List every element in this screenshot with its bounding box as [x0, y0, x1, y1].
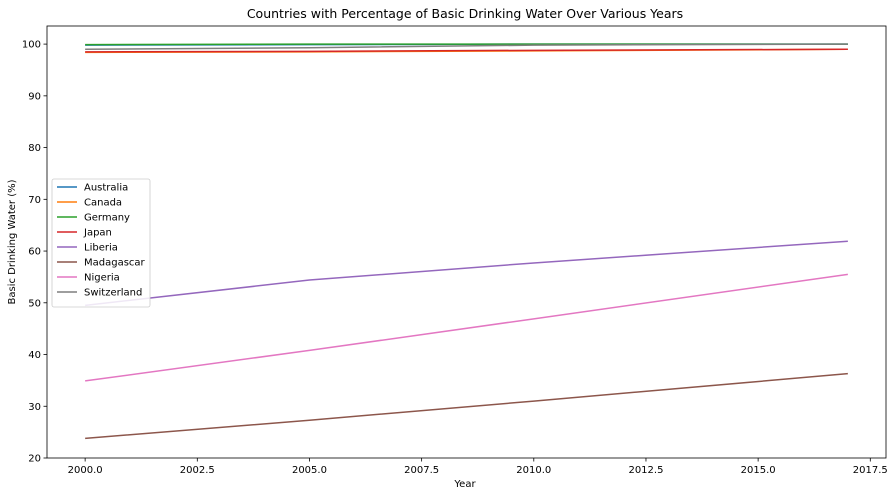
- x-tick-label: 2010.0: [516, 465, 551, 476]
- x-tick-label: 2015.0: [741, 465, 776, 476]
- series-line-madagascar: [85, 372, 848, 440]
- legend-label-liberia: Liberia: [84, 243, 118, 254]
- y-axis-label: Basic Drinking Water (%): [7, 179, 18, 304]
- legend-label-japan: Japan: [83, 228, 112, 239]
- series-line-switzerland: [85, 43, 848, 51]
- legend-box: [51, 178, 151, 308]
- legend-label-canada: Canada: [84, 198, 122, 209]
- x-tick-label: 2012.5: [628, 465, 663, 476]
- legend-label-germany: Germany: [84, 213, 130, 224]
- legend-label-nigeria: Nigeria: [84, 273, 120, 284]
- x-axis-ticks: 2000.0 2002.5 2005.0 2007.5 2010.0 2012.5 2015…: [68, 458, 888, 476]
- y-tick-label: 80: [28, 143, 41, 154]
- series-line-liberia: [85, 240, 848, 307]
- series-lines: [85, 43, 848, 440]
- x-tick-label: 2007.5: [404, 465, 439, 476]
- legend: Australia Canada Germany Japan Liberia Madaga…: [51, 178, 151, 308]
- chart-title: Countries with Percentage of Basic Drink…: [247, 6, 683, 21]
- legend-label-madagascar: Madagascar: [84, 258, 146, 269]
- legend-label-switzerland: Switzerland: [84, 288, 142, 299]
- legend-label-australia: Australia: [84, 183, 128, 194]
- x-tick-label: 2000.0: [68, 465, 103, 476]
- x-tick-label: 2005.0: [292, 465, 327, 476]
- x-tick-label: 2017.5: [853, 465, 888, 476]
- x-axis-label: Year: [453, 479, 476, 490]
- y-tick-label: 30: [28, 402, 41, 413]
- y-tick-label: 20: [28, 454, 41, 465]
- y-tick-label: 40: [28, 350, 41, 361]
- y-tick-label: 50: [28, 298, 41, 309]
- series-line-nigeria: [85, 273, 848, 382]
- x-tick-label: 2002.5: [180, 465, 215, 476]
- y-tick-label: 70: [28, 195, 41, 206]
- y-tick-label: 100: [22, 40, 41, 51]
- series-line-japan: [85, 48, 848, 53]
- y-axis-ticks: 20 30 40 50 60 70 80 90 100: [22, 40, 47, 465]
- plot-frame: [46, 25, 887, 459]
- y-tick-label: 90: [28, 91, 41, 102]
- y-tick-label: 60: [28, 247, 41, 258]
